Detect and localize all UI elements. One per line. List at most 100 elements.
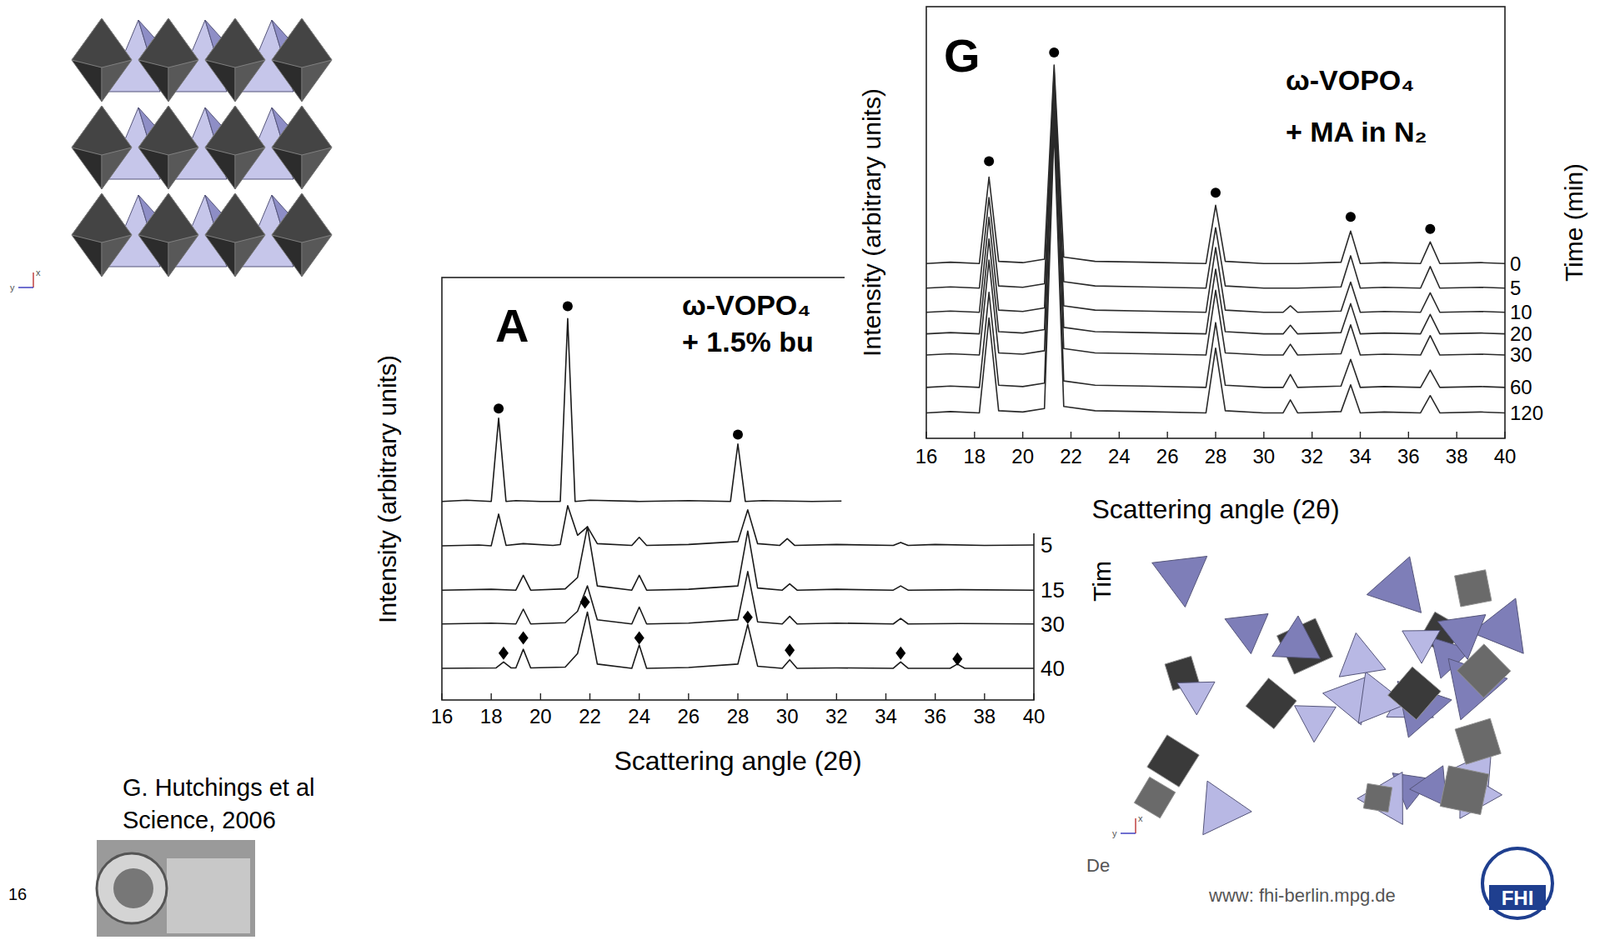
panel-subtitle: + MA in N₂ — [1285, 115, 1428, 148]
peak-marker — [580, 595, 591, 609]
axis-glyph-label: y — [1112, 828, 1118, 839]
peak-marker — [1424, 224, 1435, 235]
panel-subtitle: + 1.5% bu — [682, 326, 814, 358]
x-tick-label: 28 — [1204, 445, 1228, 468]
page-number: 16 — [8, 885, 27, 904]
peak-marker — [742, 611, 753, 625]
logo-photo — [96, 840, 256, 938]
x-tick — [1166, 431, 1168, 439]
peak-marker — [784, 643, 795, 658]
time-label: 15 — [1040, 577, 1065, 603]
tetrahedron-face — [1272, 616, 1321, 659]
citation: Science, 2006 — [122, 807, 276, 834]
panel-background — [844, 0, 1600, 534]
slide: xyxy16182022242628303234363840Scattering… — [0, 0, 1600, 940]
octahedron-face — [138, 193, 199, 243]
x-tick — [1504, 431, 1505, 439]
logo-building — [166, 858, 251, 934]
axis-glyph — [1120, 832, 1136, 835]
footer-url: www: fhi-berlin.mpg.de — [1208, 885, 1396, 907]
x-tick — [925, 431, 927, 439]
time-label: 30 — [1040, 611, 1065, 637]
octahedron-face — [1439, 766, 1490, 816]
panel-letter: A — [495, 299, 529, 352]
pattern-trace — [441, 571, 1034, 625]
x-tick-label: 30 — [1252, 445, 1275, 468]
x-tick — [983, 693, 985, 701]
pattern-trace — [926, 65, 1505, 264]
x-tick-label: 24 — [627, 705, 651, 728]
octahedron-face — [271, 105, 332, 156]
x-tick — [737, 693, 738, 701]
octahedron-face — [71, 193, 132, 243]
fhi-logo: FHI — [1482, 848, 1553, 919]
x-tick — [786, 693, 788, 701]
pattern-trace — [926, 91, 1505, 356]
time-label: 10 — [1509, 300, 1533, 324]
x-tick-label: 28 — [727, 705, 750, 728]
x-tick — [1311, 431, 1313, 439]
axis-glyph-label: y — [10, 282, 16, 293]
structure-layered: xy — [10, 18, 332, 293]
peak-marker — [562, 300, 573, 311]
peak-marker — [1048, 47, 1059, 58]
x-tick-label: 30 — [776, 705, 799, 728]
time-label: 40 — [1040, 656, 1065, 682]
logo-seal — [96, 853, 167, 924]
tetrahedron-face — [1152, 556, 1208, 608]
peak-marker — [1210, 187, 1221, 198]
octahedron-face — [271, 193, 332, 243]
octahedron-face — [1133, 777, 1175, 818]
tetrahedron-face — [1224, 614, 1269, 655]
tetrahedron-face — [1294, 706, 1337, 743]
time-axis-title: Tim — [1088, 561, 1116, 602]
octahedron-face — [205, 105, 266, 156]
plot-frame — [926, 6, 1505, 439]
x-tick-label: 20 — [529, 705, 552, 728]
octahedron-face — [138, 105, 199, 156]
x-tick — [1263, 431, 1264, 439]
axis-glyph — [32, 272, 35, 288]
y-axis-title: Intensity (arbitrary units) — [373, 355, 402, 624]
octahedron-face — [205, 18, 266, 68]
x-tick — [1070, 431, 1072, 439]
tetrahedron-face — [1357, 772, 1404, 826]
panel-title: ω-VOPO₄ — [682, 289, 812, 322]
x-tick-label: 18 — [963, 445, 986, 468]
time-label: 60 — [1509, 376, 1533, 399]
logo-band — [1489, 885, 1546, 911]
x-tick-label: 24 — [1108, 445, 1131, 468]
x-tick — [934, 693, 936, 701]
axis-glyph — [1134, 818, 1137, 834]
x-tick-label: 36 — [923, 705, 947, 728]
time-label: 30 — [1509, 343, 1533, 367]
octahedron-face — [71, 18, 132, 68]
time-axis-title: Time (min) — [1559, 163, 1588, 282]
tetrahedron-face — [1437, 615, 1485, 661]
peak-marker — [518, 631, 529, 645]
x-axis-title: Scattering angle (2θ) — [613, 746, 862, 777]
x-tick-label: 38 — [973, 705, 996, 728]
x-tick — [1408, 431, 1410, 439]
x-tick — [589, 693, 591, 701]
peak-marker — [952, 652, 963, 667]
x-tick-label: 16 — [915, 445, 938, 468]
x-tick-label: 26 — [677, 705, 700, 728]
pattern-trace — [926, 72, 1505, 289]
tetrahedron-face — [1366, 556, 1421, 613]
x-tick-label: 18 — [480, 705, 503, 728]
x-tick-label: 32 — [1300, 445, 1324, 468]
time-label: 0 — [1509, 252, 1521, 276]
peak-marker — [498, 647, 509, 661]
x-tick-label: 36 — [1397, 445, 1420, 468]
octahedron-face — [71, 105, 132, 156]
octahedron-face — [205, 193, 266, 243]
x-tick-label: 26 — [1156, 445, 1179, 468]
x-tick — [638, 693, 640, 701]
time-label: 5 — [1040, 532, 1053, 558]
x-tick-label: 32 — [825, 705, 848, 728]
x-tick-label: 16 — [431, 705, 454, 728]
x-tick-label: 22 — [578, 705, 602, 728]
y-axis-title: Intensity (arbitrary units) — [857, 88, 886, 357]
octahedron-face — [271, 18, 332, 68]
